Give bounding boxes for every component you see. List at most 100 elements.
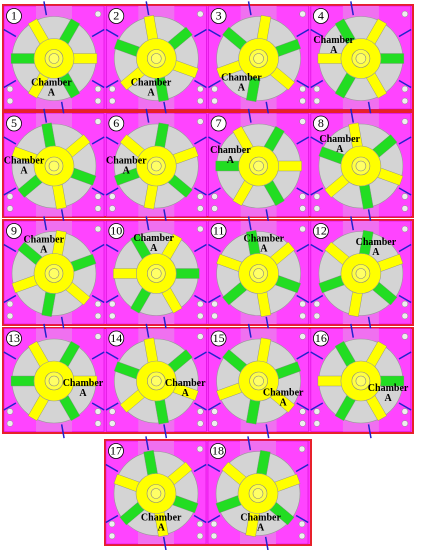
bolt-hole (401, 85, 409, 93)
chamber-label: Chamber (63, 378, 104, 389)
panel-number: 17 (110, 443, 122, 457)
bolt-hole (109, 408, 116, 415)
bolt-hole (313, 420, 321, 427)
seal-line (91, 351, 105, 360)
seal-line (91, 402, 105, 411)
bolt-hole (197, 193, 204, 200)
shaft (355, 268, 367, 279)
chamber-label: Chamber (244, 233, 285, 244)
panel-number: 10 (110, 223, 122, 237)
bolt-hole (299, 408, 306, 415)
panel-number: 1 (11, 8, 17, 22)
bolt-hole (401, 193, 409, 200)
chamber-label: Chamber (165, 378, 206, 389)
chamber-label: Chamber (4, 155, 45, 166)
seal-line (207, 351, 221, 360)
number-badge (108, 443, 124, 459)
bolt-hole (109, 97, 116, 105)
panel-number: 12 (315, 223, 327, 237)
bolt-hole (299, 10, 306, 18)
chamber-label: Chamber (131, 77, 172, 88)
seal-line (105, 187, 119, 196)
seal-line (296, 351, 310, 360)
seal-line (193, 514, 207, 524)
bolt-hole (299, 333, 306, 340)
bolt-hole (109, 205, 116, 212)
seal-line (398, 187, 412, 196)
seal-line (193, 463, 207, 473)
bolt-hole (94, 85, 102, 93)
shaft (355, 160, 367, 172)
number-badge (108, 8, 125, 24)
bolt-hole (298, 445, 306, 453)
bolt-hole (94, 205, 102, 212)
seal-line (398, 79, 412, 89)
seal-line (43, 216, 48, 231)
bolt-hole (6, 420, 14, 427)
chamber-label: Chamber (106, 155, 147, 166)
seal-line (145, 216, 150, 231)
panel-number: 3 (216, 8, 222, 22)
number-badge (108, 330, 125, 347)
seal-line (207, 294, 221, 304)
chamber-label: A (123, 165, 131, 176)
bolt-hole (299, 205, 306, 212)
seal-line (398, 294, 412, 304)
seal-line (296, 136, 310, 145)
panel-number: 16 (315, 331, 327, 345)
panel-number: 14 (110, 331, 122, 345)
seal-line (60, 424, 65, 439)
bolt-hole (94, 300, 102, 308)
bolt-hole (313, 312, 321, 320)
bolt-hole (6, 408, 14, 415)
seal-line (145, 436, 150, 451)
bolt-hole (94, 408, 102, 415)
bolt-hole (109, 420, 116, 427)
seal-line (3, 243, 17, 253)
chamber-label: Chamber (23, 235, 64, 246)
bolt-hole (401, 408, 409, 415)
number-badge (108, 223, 125, 239)
seal-line (207, 136, 221, 145)
chamber-label: A (330, 45, 338, 56)
bolt-hole (299, 225, 306, 233)
bolt-hole (197, 205, 204, 212)
seal-line (265, 424, 270, 439)
number-badge (108, 115, 125, 132)
seal-line (145, 108, 150, 123)
seal-line (247, 108, 252, 123)
seal-line (310, 294, 324, 304)
bolt-hole (109, 300, 116, 308)
bolt-hole (94, 420, 102, 427)
chamber-label: Chamber (319, 134, 360, 145)
bolt-hole (196, 532, 204, 540)
bolt-hole (211, 205, 218, 212)
seal-line (350, 216, 354, 231)
chamber-label: Chamber (221, 72, 262, 83)
bolt-hole (196, 520, 204, 528)
bolt-hole (6, 312, 14, 320)
bolt-hole (211, 97, 218, 105)
chamber-label: A (150, 243, 158, 254)
seal-line (296, 402, 310, 411)
bolt-hole (94, 333, 102, 340)
seal-line (43, 323, 48, 338)
bolt-hole (401, 312, 409, 320)
bolt-hole (197, 118, 204, 125)
chamber-label: A (260, 243, 268, 254)
seal-line (43, 108, 48, 123)
panel-number: 4 (318, 8, 324, 22)
seal-line (247, 436, 252, 451)
number-badge (312, 8, 329, 24)
seal-line (296, 294, 310, 304)
seal-line (105, 463, 119, 473)
seal-line (105, 402, 119, 411)
